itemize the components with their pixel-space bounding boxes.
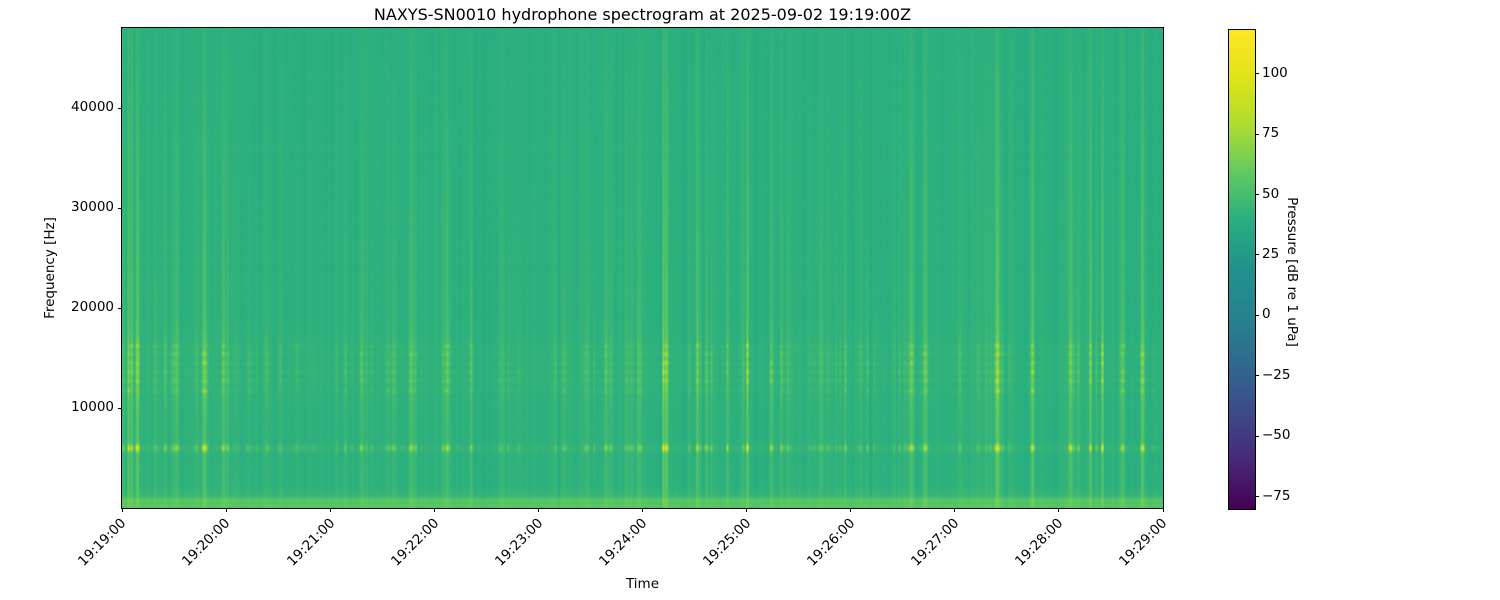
x-tick-mark — [954, 508, 956, 512]
colorbar — [1228, 29, 1256, 510]
x-tick-label: 19:23:00 — [491, 515, 546, 570]
colorbar-tick-label: −75 — [1262, 487, 1291, 504]
colorbar-tick-label: 0 — [1262, 306, 1271, 323]
colorbar-tick-label: −50 — [1262, 427, 1291, 444]
chart-title: NAXYS-SN0010 hydrophone spectrogram at 2… — [373, 5, 912, 24]
colorbar-tick-label: 100 — [1262, 64, 1288, 81]
colorbar-tick-label: −25 — [1262, 366, 1291, 383]
x-tick-label: 19:26:00 — [804, 515, 859, 570]
y-tick-label: 30000 — [71, 199, 114, 215]
x-tick-mark — [642, 508, 643, 512]
x-tick-mark — [850, 508, 852, 512]
x-tick-label: 19:21:00 — [283, 515, 338, 570]
x-tick-label: 19:24:00 — [595, 515, 651, 570]
x-tick-mark — [1058, 508, 1060, 512]
y-axis-label: Frequency [Hz] — [42, 217, 58, 319]
colorbar-tick-mark — [1255, 496, 1259, 498]
y-tick-label: 10000 — [71, 399, 114, 415]
y-tick-label: 40000 — [71, 99, 114, 115]
x-tick-mark — [1162, 508, 1164, 512]
x-axis-label: Time — [625, 576, 660, 592]
y-tick-label: 20000 — [71, 299, 114, 315]
x-tick-label: 19:20:00 — [179, 515, 234, 570]
x-tick-label: 19:19:00 — [75, 515, 130, 570]
x-tick-mark — [329, 508, 331, 512]
colorbar-label: Pressure [dB re 1 uPa] — [1284, 197, 1300, 347]
x-tick-mark — [746, 508, 748, 512]
x-tick-mark — [433, 508, 435, 512]
colorbar-tick-mark — [1255, 194, 1259, 195]
y-tick-mark — [118, 107, 122, 109]
x-tick-label: 19:27:00 — [908, 515, 963, 570]
colorbar-tick-label: 75 — [1262, 125, 1280, 142]
colorbar-tick-label: 50 — [1262, 185, 1280, 202]
x-tick-label: 19:29:00 — [1116, 515, 1171, 570]
x-tick-label: 19:22:00 — [387, 515, 442, 570]
spectrogram-image — [122, 28, 1163, 508]
colorbar-gradient — [1229, 30, 1255, 509]
colorbar-tick-mark — [1255, 133, 1259, 135]
x-tick-mark — [121, 508, 123, 512]
x-tick-mark — [225, 508, 227, 512]
colorbar-tick-mark — [1255, 73, 1259, 75]
colorbar-tick-mark — [1255, 435, 1259, 437]
plot-area — [121, 27, 1164, 509]
y-tick-mark — [118, 407, 122, 409]
y-tick-mark — [118, 307, 122, 309]
colorbar-tick-mark — [1255, 254, 1259, 256]
x-tick-mark — [537, 508, 539, 512]
colorbar-tick-mark — [1255, 314, 1259, 316]
colorbar-tick-label: 25 — [1262, 245, 1280, 262]
x-tick-label: 19:25:00 — [700, 515, 755, 570]
y-tick-mark — [118, 207, 122, 209]
colorbar-tick-mark — [1255, 375, 1259, 377]
x-tick-label: 19:28:00 — [1012, 515, 1067, 570]
